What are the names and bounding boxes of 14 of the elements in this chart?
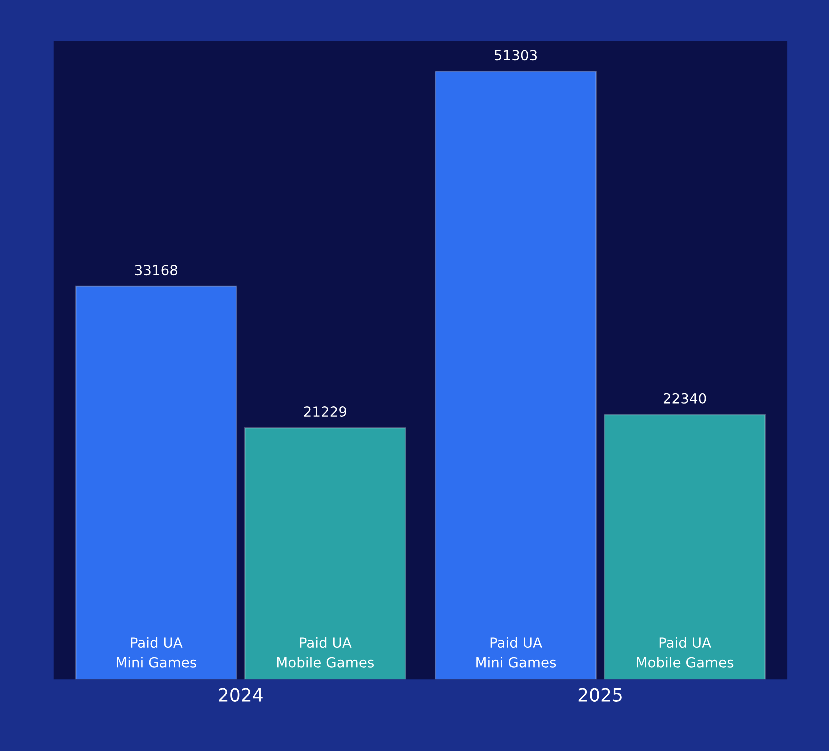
bar bbox=[604, 414, 766, 680]
bar bbox=[75, 286, 238, 680]
series-label: Paid UA Mini Games bbox=[116, 637, 196, 668]
text: Paid UA Mini Games bbox=[476, 637, 556, 668]
data-label: 33168 bbox=[135, 265, 178, 276]
series-label: Paid UA Mobile Games bbox=[277, 637, 374, 668]
data-label: 51303 bbox=[495, 50, 537, 61]
text: Paid UA Mobile Games bbox=[637, 637, 734, 668]
bar bbox=[244, 427, 406, 680]
data-label: 21229 bbox=[304, 406, 347, 418]
bar bbox=[435, 71, 598, 680]
data-label: 22340 bbox=[664, 393, 706, 404]
x-tick-label: 2025 bbox=[578, 688, 622, 702]
x-tick-label: 2024 bbox=[219, 688, 263, 702]
